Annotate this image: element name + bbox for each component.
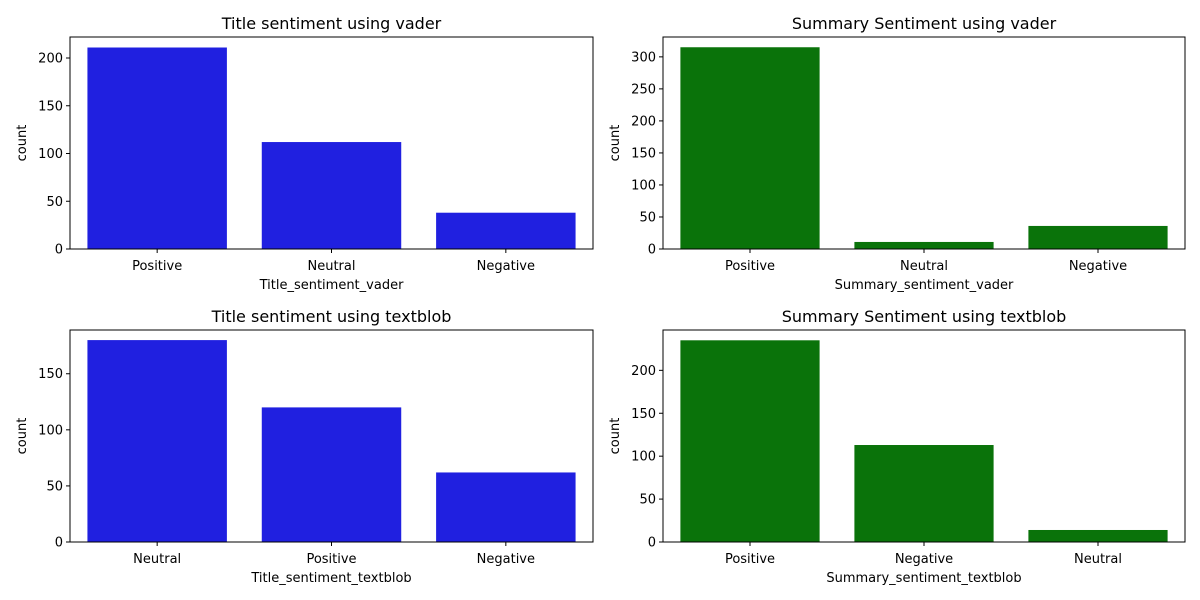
x-tick-label: Negative <box>477 552 535 567</box>
x-tick-label: Positive <box>725 259 775 274</box>
x-tick-label: Negative <box>895 552 953 567</box>
bar-neutral <box>1028 529 1168 542</box>
y-tick-label: 100 <box>631 450 656 465</box>
y-tick-label: 100 <box>38 423 63 438</box>
chart-title: Summary Sentiment using textblob <box>782 307 1067 326</box>
x-tick-label: Neutral <box>133 552 181 567</box>
y-tick-label: 50 <box>46 195 63 210</box>
y-tick-label: 0 <box>55 536 63 551</box>
bar-positive <box>680 340 820 542</box>
y-tick-label: 0 <box>648 243 656 258</box>
bar-negative <box>436 212 576 249</box>
x-axis-label: Title_sentiment_vader <box>259 278 404 293</box>
y-tick-label: 50 <box>639 210 656 225</box>
bar-negative <box>1028 225 1168 249</box>
x-axis-label: Title_sentiment_textblob <box>250 571 411 586</box>
x-tick-label: Negative <box>1069 259 1127 274</box>
y-tick-label: 50 <box>639 493 656 508</box>
x-tick-label: Positive <box>306 552 356 567</box>
y-tick-label: 50 <box>46 479 63 494</box>
y-tick-label: 200 <box>38 52 63 67</box>
y-tick-label: 200 <box>631 114 656 129</box>
x-tick-label: Neutral <box>900 259 948 274</box>
bar-negative <box>436 472 576 542</box>
y-tick-label: 150 <box>631 146 656 161</box>
bar-positive <box>261 407 402 542</box>
bar-neutral <box>261 142 402 249</box>
y-tick-label: 100 <box>631 178 656 193</box>
chart-panel-title-textblob: 0 50 100 150 Neutral Positive Negative Title se… <box>15 307 594 586</box>
y-axis-label: count <box>15 418 30 455</box>
chart-panel-summary-vader: 0 50 100 150 200 250 300 Positive Neutral Negativ… <box>608 14 1186 293</box>
bar-positive <box>87 47 227 250</box>
x-tick-label: Negative <box>477 259 535 274</box>
y-tick-label: 0 <box>55 243 63 258</box>
x-axis-label: Summary_sentiment_textblob <box>826 571 1021 586</box>
y-tick-label: 300 <box>631 50 656 65</box>
bar-positive <box>680 47 820 249</box>
chart-title: Summary Sentiment using vader <box>792 14 1057 33</box>
bar-neutral <box>87 340 227 542</box>
chart-title: Title sentiment using vader <box>221 14 442 33</box>
y-tick-label: 150 <box>631 407 656 422</box>
x-tick-label: Positive <box>725 552 775 567</box>
chart-panel-summary-textblob: 0 50 100 150 200 Positive Negative Neutral Summa… <box>608 307 1186 586</box>
x-tick-label: Neutral <box>308 259 356 274</box>
x-axis-label: Summary_sentiment_vader <box>835 278 1014 293</box>
y-axis-label: count <box>608 125 623 162</box>
bar-neutral <box>854 241 994 249</box>
chart-title: Title sentiment using textblob <box>211 307 452 326</box>
x-tick-label: Neutral <box>1074 552 1122 567</box>
y-tick-label: 150 <box>38 99 63 114</box>
y-tick-label: 100 <box>38 147 63 162</box>
y-tick-label: 250 <box>631 82 656 97</box>
y-tick-label: 0 <box>648 536 656 551</box>
y-axis-label: count <box>15 125 30 162</box>
x-tick-label: Positive <box>132 259 182 274</box>
y-axis-label: count <box>608 418 623 455</box>
y-tick-label: 150 <box>38 367 63 382</box>
y-tick-label: 200 <box>631 364 656 379</box>
chart-panel-title-vader: 0 50 100 150 200 Positive Neutral Negative Title… <box>15 14 594 293</box>
bar-negative <box>854 445 994 542</box>
